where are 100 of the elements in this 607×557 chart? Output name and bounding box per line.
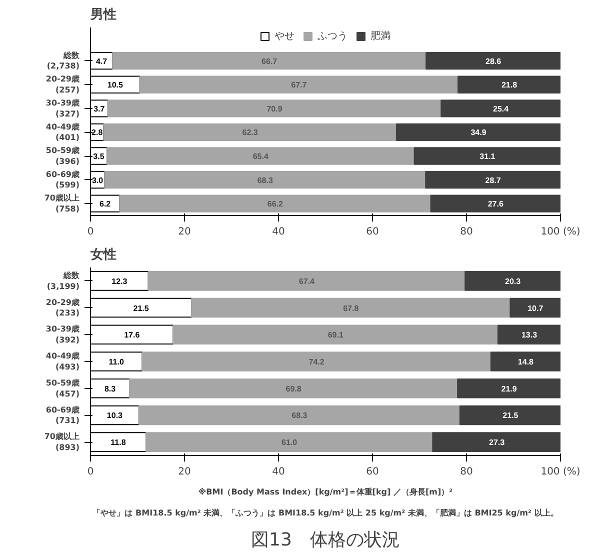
bar xyxy=(119,194,432,212)
x-tick-label: 60 xyxy=(366,226,379,238)
data-label: 68.3 xyxy=(292,411,308,420)
data-label: 66.2 xyxy=(267,200,284,209)
data-label: 69.1 xyxy=(328,330,344,340)
text: 「やせ」は BMI18.5 kg/m² 未満、「ふつう」は BMI18.5 kg/m² 以上 25 kg/m² 未満、「肥満」は BMI25 kg/m² 以上。 xyxy=(92,508,558,518)
data-label: 28.6 xyxy=(486,56,502,66)
y-tick-label: 30-39歳 (392) xyxy=(46,324,80,345)
bar xyxy=(172,324,498,345)
legend-label: やせ xyxy=(274,30,294,43)
data-label: 21.5 xyxy=(502,411,519,420)
x-tick-label: 100 (%) xyxy=(540,466,580,478)
bar xyxy=(459,405,560,426)
y-tick-label: 総数 (2,738) xyxy=(46,50,80,71)
data-label: 10.7 xyxy=(528,304,544,313)
bar xyxy=(440,100,560,118)
y-tick-label: 60-69歳 (599) xyxy=(46,170,80,190)
data-label: 68.3 xyxy=(257,176,274,185)
chart-title: 男性 xyxy=(90,8,116,22)
data-label: 67.7 xyxy=(291,80,308,90)
data-label: 66.7 xyxy=(262,56,278,66)
data-label: 14.8 xyxy=(518,358,534,366)
bar xyxy=(414,147,560,165)
y-tick-label: 50-59歳 (396) xyxy=(46,146,80,166)
bar xyxy=(104,170,426,189)
data-label: 70.9 xyxy=(266,104,283,114)
data-label: 20.3 xyxy=(505,276,522,286)
x-tick-label: 40 xyxy=(272,226,285,238)
x-tick-label: 100 (%) xyxy=(540,226,580,238)
x-tick-label: 40 xyxy=(272,466,285,478)
data-label: 34.9 xyxy=(470,128,487,138)
data-label: 10.5 xyxy=(107,80,124,90)
y-tick-label: 40-49歳 (493) xyxy=(46,352,80,372)
data-label: 4.7 xyxy=(96,56,108,66)
bar xyxy=(510,298,560,318)
data-label: 28.7 xyxy=(485,176,502,185)
y-tick-label: 50-59歳 (457) xyxy=(46,378,80,398)
bar xyxy=(142,352,492,372)
data-label: 61.0 xyxy=(282,438,298,448)
bar xyxy=(139,76,459,94)
bar xyxy=(430,194,560,212)
y-tick-label: 70歳以上 (893) xyxy=(44,432,80,452)
y-tick-label: 20-29歳 (257) xyxy=(46,74,80,95)
x-tick-label: 80 xyxy=(460,226,473,238)
data-label: 3.0 xyxy=(92,176,104,185)
data-label: 21.5 xyxy=(133,304,150,313)
data-label: 27.3 xyxy=(489,438,506,448)
data-label: 6.2 xyxy=(100,200,112,209)
y-tick-label: 40-49歳 (401) xyxy=(46,122,80,142)
bar xyxy=(106,147,415,165)
bar xyxy=(426,52,560,70)
y-tick-label: 総数 (3,199) xyxy=(46,271,80,291)
data-label: 11.8 xyxy=(110,438,126,448)
data-label: 21.9 xyxy=(501,384,518,394)
bar xyxy=(464,271,560,291)
bar xyxy=(191,298,511,318)
data-label: 8.3 xyxy=(104,384,116,394)
data-label: 2.8 xyxy=(92,128,104,138)
bar xyxy=(497,324,560,345)
x-tick-label: 0 xyxy=(87,466,94,478)
bar xyxy=(107,100,442,118)
data-label: 13.3 xyxy=(521,330,538,340)
bar xyxy=(490,352,560,372)
bar xyxy=(148,271,466,291)
bar xyxy=(129,378,458,398)
data-label: 25.4 xyxy=(493,104,510,114)
y-tick-label: 20-29歳 (233) xyxy=(46,298,80,318)
x-tick-label: 0 xyxy=(87,226,94,238)
legend-label: ふつう xyxy=(318,30,348,43)
chart-title: 女性 xyxy=(90,248,116,262)
data-label: 11.0 xyxy=(108,358,124,366)
y-tick-label: 70歳以上 (758) xyxy=(44,194,80,214)
data-label: 21.8 xyxy=(501,80,518,90)
text: ※BMI（Body Mass Index）[kg/m²]＝体重[kg] ／（身長[m]）² xyxy=(198,488,454,496)
bar xyxy=(103,123,397,142)
data-label: 67.8 xyxy=(343,304,360,313)
data-label: 69.8 xyxy=(286,384,302,394)
data-label: 17.6 xyxy=(124,330,140,340)
bar xyxy=(457,378,560,398)
y-tick-label: 30-39歳 (327) xyxy=(46,98,80,118)
caption: 図13 体格の状況 xyxy=(251,530,400,550)
x-tick-label: 20 xyxy=(178,226,191,238)
data-label: 65.4 xyxy=(252,152,269,162)
x-tick-label: 80 xyxy=(460,466,473,478)
bar xyxy=(458,76,560,94)
bar xyxy=(138,405,460,426)
bar xyxy=(432,432,560,452)
data-label: 10.3 xyxy=(106,411,124,420)
data-label: 3.7 xyxy=(94,104,106,114)
bar xyxy=(112,52,427,70)
y-tick-label: 60-69歳 (731) xyxy=(46,405,80,426)
legend-label: 肥満 xyxy=(370,30,390,43)
data-label: 3.5 xyxy=(93,152,105,162)
data-label: 31.1 xyxy=(480,152,496,162)
data-label: 74.2 xyxy=(308,358,325,366)
data-label: 12.3 xyxy=(112,276,128,286)
bar xyxy=(425,170,560,189)
data-label: 67.4 xyxy=(298,276,316,286)
data-label: 62.3 xyxy=(242,128,258,138)
bar xyxy=(396,123,560,142)
